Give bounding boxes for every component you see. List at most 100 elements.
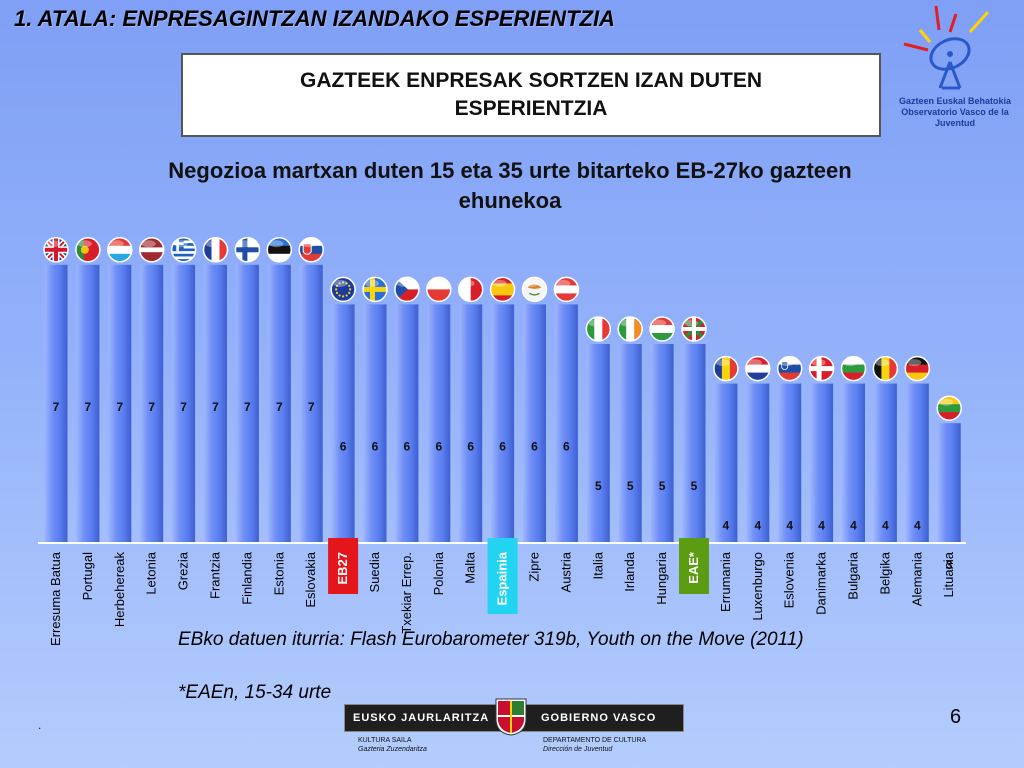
bar <box>905 383 929 542</box>
bar <box>618 344 642 542</box>
bar <box>746 383 770 542</box>
data-label: 7 <box>148 400 155 414</box>
bar <box>267 264 291 542</box>
eu-flag-icon <box>330 276 356 303</box>
data-label: 7 <box>244 400 251 414</box>
hungary-flag-icon <box>649 316 675 342</box>
category-label: Austria <box>558 551 573 592</box>
bar <box>235 264 259 542</box>
data-label: 4 <box>754 519 761 533</box>
page-number: 6 <box>950 706 962 728</box>
basque-government-crest-icon <box>495 698 527 736</box>
category-label: Hungaria <box>654 551 669 605</box>
data-label: 5 <box>627 479 634 493</box>
category-label: Malta <box>463 551 478 584</box>
italy-flag-icon <box>585 316 612 342</box>
bar <box>44 264 68 542</box>
category-label: Herbehereak <box>112 552 127 628</box>
logo-text: Gazteen Euskal Behatokia Observatorio Va… <box>890 96 1020 129</box>
cyprus-flag-icon <box>521 276 548 303</box>
data-label: 6 <box>435 439 442 453</box>
department-eu: KULTURA SAILA Gazteria Zuzendaritza <box>358 736 427 754</box>
category-label: Alemania <box>909 551 924 606</box>
category-label: Luxenburgo <box>750 552 765 621</box>
category-label: Italia <box>590 551 605 579</box>
subtitle-box: GAZTEEK ENPRESAK SORTZEN IZAN DUTEN ESPE… <box>181 53 881 137</box>
bar <box>523 304 546 542</box>
category-label: Estonia <box>271 551 286 595</box>
germany-flag-icon <box>904 355 931 382</box>
austria-flag-icon <box>553 276 580 303</box>
bar <box>76 264 100 542</box>
logo-line-eu: Gazteen Euskal Behatokia <box>898 96 1012 106</box>
bar <box>810 383 834 542</box>
slovakia-flag-icon <box>298 237 324 263</box>
luxembourg-flag-icon <box>107 237 133 263</box>
department-es: DEPARTAMENTO DE CULTURA Dirección de Juv… <box>543 736 646 754</box>
finland-flag-icon <box>234 237 261 263</box>
data-label: 7 <box>308 400 315 414</box>
bar <box>554 304 578 542</box>
data-label: 4 <box>818 519 825 533</box>
category-label: Polonia <box>431 551 446 595</box>
category-label: Zipre <box>527 552 542 582</box>
category-label: Portugal <box>80 552 95 601</box>
data-label: 4 <box>914 519 921 533</box>
bar <box>363 304 387 542</box>
data-label: 6 <box>340 439 347 453</box>
footer-dot: . <box>38 718 42 732</box>
data-label: 6 <box>467 439 474 453</box>
category-label: Eslovenia <box>782 551 797 608</box>
data-label: 7 <box>276 400 283 414</box>
category-highlight <box>679 538 709 594</box>
slide-title: 1. ATALA: ENPRESAGINTZAN IZANDAKO ESPERI… <box>14 6 615 31</box>
source-note: EBko datuen iturria: Flash Eurobarometer… <box>178 629 804 650</box>
basque-flag-icon <box>681 316 707 342</box>
denmark-flag-icon <box>808 355 835 382</box>
malta-flag-icon <box>457 276 484 303</box>
data-label: 4 <box>723 519 730 533</box>
category-label: Txekiar Errep. <box>399 552 414 634</box>
category-label: Finlandia <box>239 551 254 605</box>
bar <box>873 383 897 542</box>
data-label: 6 <box>404 439 411 453</box>
category-label: Errumania <box>718 551 733 612</box>
spain-flag-icon <box>489 276 516 303</box>
sweden-flag-icon <box>362 276 388 303</box>
category-label: Erresuma Batua <box>48 551 63 646</box>
data-label: 5 <box>691 479 698 493</box>
department-es-name: DEPARTAMENTO DE CULTURA <box>543 737 647 744</box>
bar <box>140 264 164 542</box>
data-label: 4 <box>850 519 857 533</box>
department-eu-name: KULTURA SAILA <box>358 737 412 744</box>
category-label: Irlanda <box>622 551 637 592</box>
category-highlight <box>328 538 359 594</box>
bar <box>842 383 865 542</box>
estonia-flag-icon <box>266 237 293 263</box>
bar <box>682 344 706 542</box>
category-label: Danimarka <box>814 551 829 615</box>
bar <box>459 304 483 542</box>
uk-flag-icon <box>43 237 69 263</box>
category-label: Bulgaria <box>846 551 861 599</box>
data-label: 7 <box>53 400 60 414</box>
data-label: 7 <box>116 400 123 414</box>
category-label: Frantzia <box>208 551 223 599</box>
category-highlight <box>487 538 518 614</box>
government-banner: EUSKO JAURLARITZA GOBIERNO VASCO <box>344 698 684 736</box>
data-label: 7 <box>85 400 92 414</box>
romania-flag-icon <box>713 355 739 382</box>
category-label: Letonia <box>144 551 159 594</box>
category-label: Belgika <box>877 551 892 594</box>
bar <box>714 383 738 542</box>
bar <box>937 423 961 542</box>
slovenia-flag-icon <box>776 355 803 382</box>
bulgaria-flag-icon <box>840 355 867 382</box>
bar <box>204 264 227 542</box>
bar <box>427 304 451 542</box>
bar <box>299 264 323 542</box>
data-label: 6 <box>563 439 570 453</box>
footnote: *EAEn, 15-34 urte <box>178 682 332 703</box>
bar <box>108 264 132 542</box>
latvia-flag-icon <box>138 237 165 263</box>
